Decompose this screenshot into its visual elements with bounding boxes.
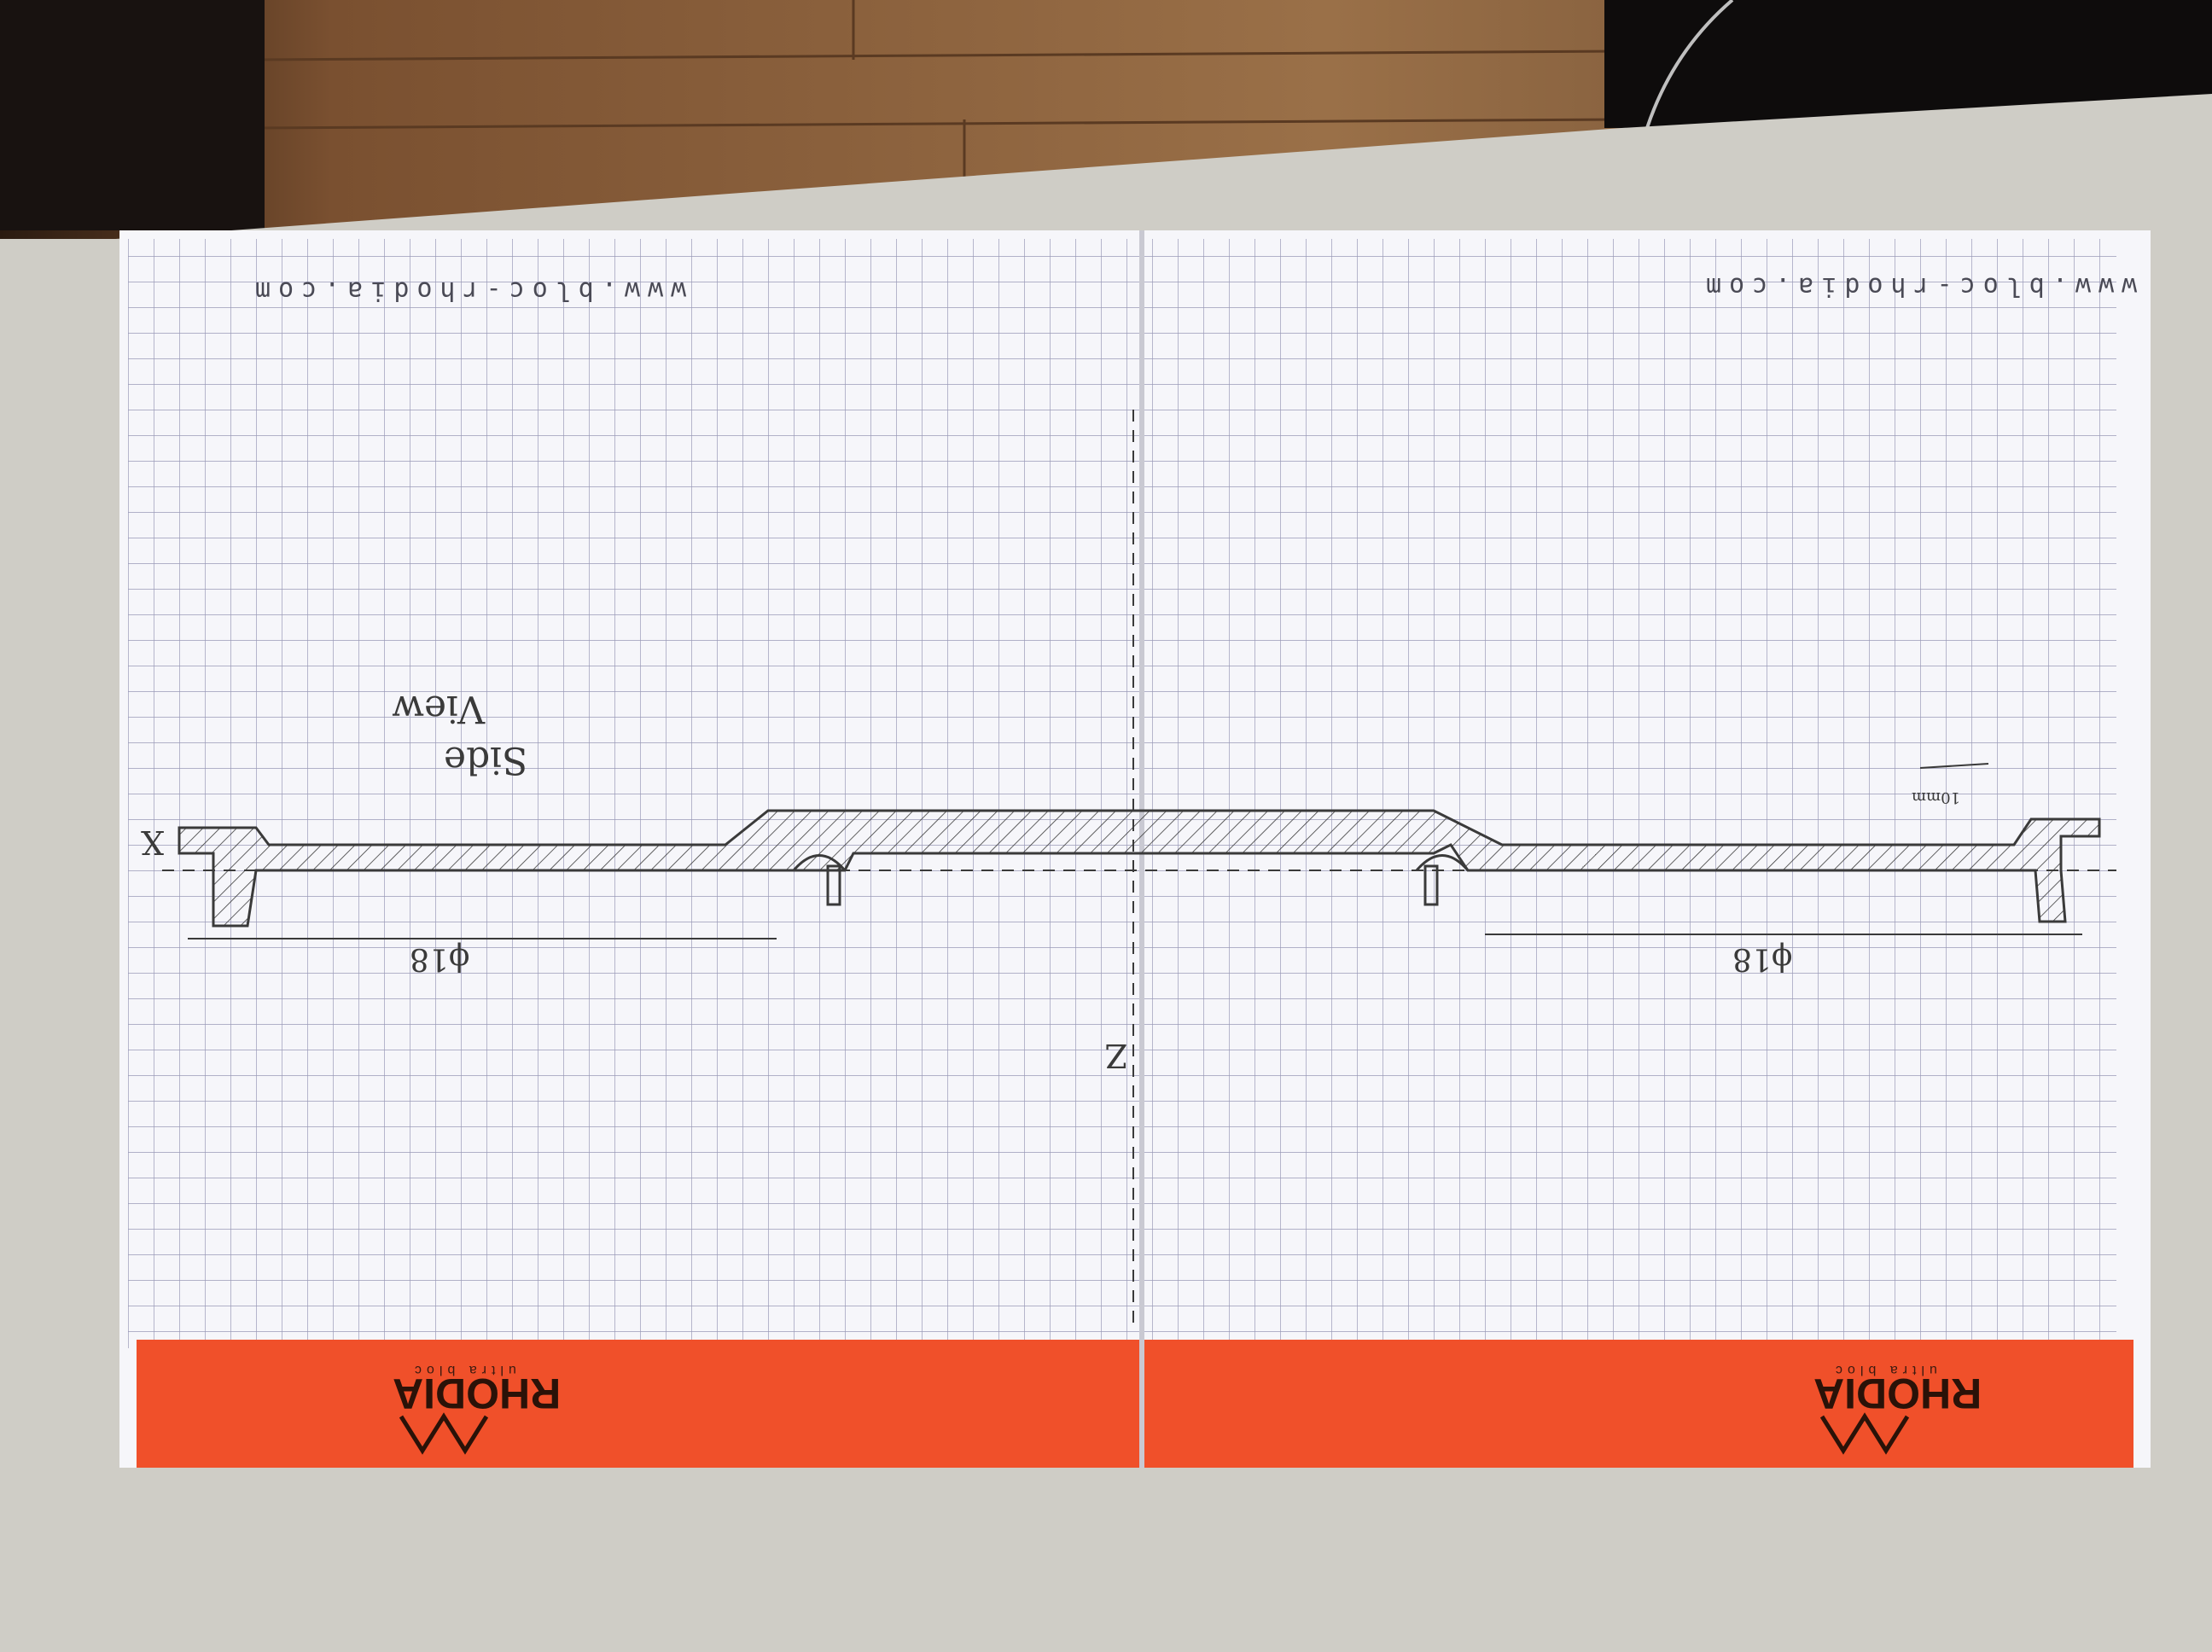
side-note-line2: View: [392, 687, 486, 730]
axis-x-label: X: [141, 823, 164, 861]
svg-text:ultra bloc: ultra bloc: [410, 1363, 516, 1377]
side-note-line1: Side: [444, 738, 527, 782]
left-rhodia-logo: RHODIA ultra bloc: [393, 1363, 561, 1455]
axis-z-label: Z: [1105, 1037, 1127, 1074]
right-diameter-label: ϕ18: [1732, 941, 1792, 976]
dark-object-left: [0, 0, 265, 230]
svg-text:ultra bloc: ultra bloc: [1831, 1363, 1937, 1377]
svg-text:RHODIA: RHODIA: [393, 1370, 561, 1417]
scale-label: 10mm: [1912, 788, 1960, 806]
cable: [1645, 0, 1734, 129]
side-view-drawing: [162, 410, 2116, 1331]
right-url-text: www.bloc-rhodia.com: [1698, 271, 2137, 301]
left-url-text: www.bloc-rhodia.com: [247, 276, 686, 305]
right-rhodia-logo: RHODIA ultra bloc: [1813, 1363, 1982, 1455]
right-hinge: [1415, 854, 1470, 871]
left-diameter-label: ϕ18: [410, 941, 469, 976]
svg-text:RHODIA: RHODIA: [1813, 1370, 1982, 1417]
